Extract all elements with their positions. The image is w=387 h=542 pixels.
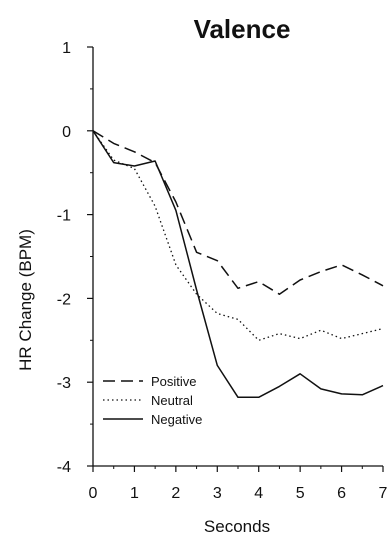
- x-tick-label: 4: [254, 485, 263, 502]
- x-tick-label: 5: [296, 485, 305, 502]
- x-tick-label: 6: [337, 485, 346, 502]
- series-line-neutral: [92, 130, 384, 341]
- y-tick-label: -3: [57, 375, 71, 392]
- legend-label-positive: Positive: [151, 374, 197, 389]
- y-tick-label: 0: [62, 124, 71, 141]
- axes: 1 0 -1 -2 -3 -4 0 1 2 3 4 5 6 7: [57, 40, 387, 502]
- x-tick-label: 0: [89, 485, 98, 502]
- x-axis-label: Seconds: [204, 517, 270, 536]
- x-tick-label: 2: [171, 485, 180, 502]
- x-tick-label: 7: [379, 485, 387, 502]
- legend-label-negative: Negative: [151, 412, 202, 427]
- chart-title: Valence: [194, 14, 291, 44]
- y-axis-label: HR Change (BPM): [16, 229, 35, 371]
- legend-label-neutral: Neutral: [151, 393, 193, 408]
- series-lines: [92, 130, 384, 399]
- x-tick-label: 1: [130, 485, 139, 502]
- x-tick-label: 3: [213, 485, 222, 502]
- series-line-negative: [92, 130, 384, 399]
- y-tick-label: -1: [57, 208, 71, 225]
- y-tick-label: -4: [57, 459, 71, 476]
- y-tick-label: 1: [62, 40, 71, 57]
- series-line-positive: [92, 130, 384, 295]
- legend: Positive Neutral Negative: [103, 374, 202, 427]
- y-tick-label: -2: [57, 291, 71, 308]
